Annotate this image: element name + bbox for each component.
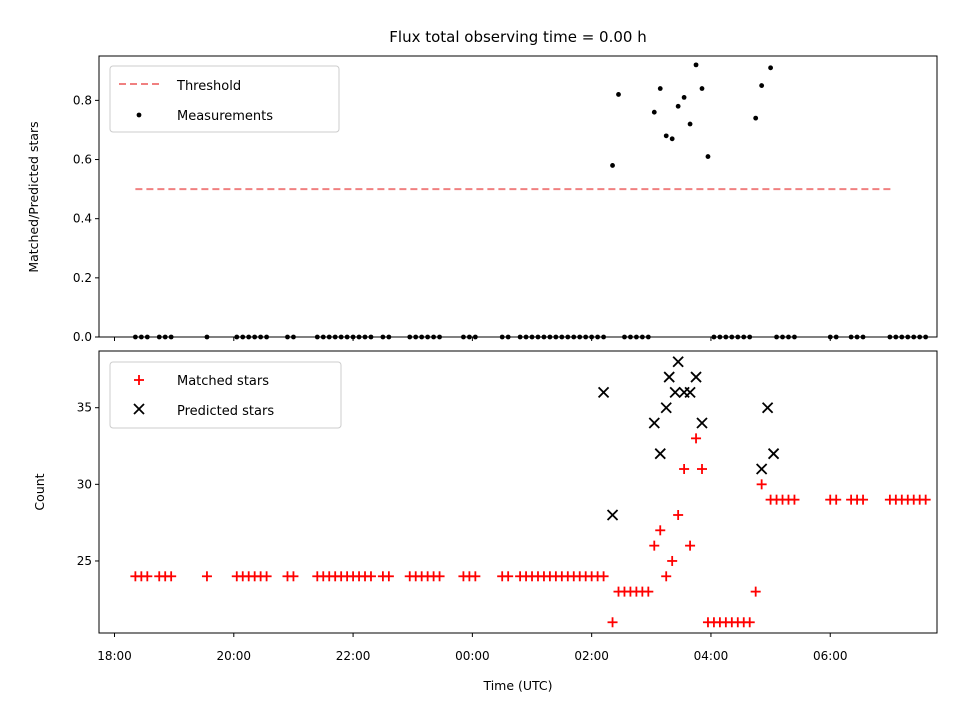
top-axes-frame bbox=[98, 55, 938, 338]
bottom-y-axis-label: Count bbox=[32, 473, 47, 510]
predicted-star-point bbox=[690, 371, 702, 383]
measurement-point bbox=[675, 103, 681, 109]
matched-star-point bbox=[365, 571, 376, 582]
bottom-legend-box bbox=[109, 361, 342, 429]
matched-star-point bbox=[831, 494, 842, 505]
bottom-y-tick-label: 30 bbox=[77, 477, 92, 491]
measurements-legend-label: Measurements bbox=[177, 109, 273, 124]
top-y-tick-label: 0.4 bbox=[73, 212, 92, 226]
bottom-x-tick-label: 04:00 bbox=[694, 649, 729, 663]
matched-star-point bbox=[655, 525, 666, 536]
predicted-star-point bbox=[648, 417, 660, 429]
measurement-point bbox=[657, 86, 663, 91]
matched-star-point bbox=[744, 617, 755, 628]
top-y-tick-label: 0.0 bbox=[73, 330, 92, 344]
matched-star-point bbox=[142, 571, 153, 582]
matched-star-point bbox=[649, 540, 660, 551]
measurement-point bbox=[768, 65, 773, 71]
bottom-panel: Count Time (UTC) 25 30 35 18:00 20:00 22:00 00… bbox=[32, 350, 938, 693]
matched-star-point bbox=[598, 571, 609, 582]
matched-legend-marker bbox=[134, 375, 144, 385]
predicted-legend-label: Predicted stars bbox=[177, 404, 274, 419]
measurement-point bbox=[663, 133, 669, 139]
top-y-tick-label: 0.2 bbox=[73, 271, 92, 285]
predicted-star-point bbox=[767, 448, 780, 460]
bottom-x-tick-label: 00:00 bbox=[455, 649, 490, 663]
predicted-legend-marker bbox=[133, 403, 145, 415]
matched-star-point bbox=[667, 555, 678, 566]
matched-star-point bbox=[661, 571, 672, 582]
top-legend-box bbox=[109, 65, 340, 133]
matched-star-point bbox=[383, 571, 394, 582]
matched-star-point bbox=[607, 617, 618, 628]
matched-star-point bbox=[756, 479, 767, 490]
matched-star-point bbox=[470, 571, 481, 582]
predicted-star-point bbox=[696, 417, 708, 429]
measurement-point bbox=[753, 115, 759, 121]
bottom-x-tick-label: 18:00 bbox=[97, 649, 132, 663]
measurement-point bbox=[681, 95, 687, 100]
matched-star-point bbox=[643, 586, 654, 597]
x-axis-label: Time (UTC) bbox=[482, 678, 552, 693]
matched-star-point bbox=[434, 571, 445, 582]
matched-star-point bbox=[166, 571, 177, 582]
measurement-point bbox=[687, 121, 693, 127]
top-y-tick-label: 0.8 bbox=[73, 93, 92, 107]
measurement-point bbox=[699, 86, 705, 91]
bottom-plot-area: 25 30 35 18:00 20:00 22:00 00:00 02:00 04:00 06:0… bbox=[77, 356, 931, 663]
matched-star-point bbox=[750, 586, 761, 597]
measurement-point bbox=[759, 83, 765, 88]
measurement-point bbox=[651, 109, 657, 115]
matched-star-point bbox=[789, 494, 800, 505]
predicted-star-point bbox=[663, 371, 675, 383]
measurement-point bbox=[616, 92, 621, 97]
predicted-star-point bbox=[684, 386, 696, 399]
matched-star-point bbox=[261, 571, 272, 582]
bottom-x-tick-label: 02:00 bbox=[574, 649, 609, 663]
measurement-point bbox=[693, 62, 699, 68]
bottom-y-tick-label: 35 bbox=[77, 401, 92, 415]
matched-star-point bbox=[685, 540, 696, 551]
top-y-axis-label: Matched/Predicted stars bbox=[26, 121, 41, 272]
predicted-star-point bbox=[672, 356, 684, 368]
top-chart-title: Flux total observing time = 0.00 h bbox=[389, 28, 646, 46]
matched-star-point bbox=[697, 464, 708, 475]
predicted-star-point bbox=[654, 448, 666, 460]
matched-star-point bbox=[679, 464, 690, 475]
measurement-point bbox=[705, 154, 711, 159]
matched-star-point bbox=[201, 571, 212, 582]
predicted-star-point bbox=[597, 386, 610, 399]
bottom-x-tick-label: 06:00 bbox=[813, 649, 848, 663]
matched-star-point bbox=[288, 571, 299, 582]
predicted-star-point bbox=[669, 386, 681, 399]
bottom-legend: Matched stars Predicted stars bbox=[109, 361, 342, 429]
matched-star-point bbox=[920, 494, 931, 505]
matched-legend-label: Matched stars bbox=[177, 374, 269, 389]
top-legend: Threshold Measurements bbox=[109, 65, 340, 133]
measurement-point bbox=[610, 163, 615, 168]
matched-star-point bbox=[673, 509, 684, 520]
predicted-star-point bbox=[606, 509, 619, 521]
top-panel: Flux total observing time = 0.00 h Match… bbox=[26, 28, 938, 344]
bottom-x-tick-label: 20:00 bbox=[216, 649, 251, 663]
threshold-legend-label: Threshold bbox=[176, 79, 241, 94]
predicted-star-point bbox=[660, 402, 672, 414]
measurements-legend-marker bbox=[136, 112, 142, 118]
matched-star-point bbox=[503, 571, 514, 582]
matched-star-point bbox=[858, 494, 869, 505]
predicted-star-point bbox=[761, 402, 774, 414]
matched-star-point bbox=[691, 433, 702, 444]
top-y-tick-label: 0.6 bbox=[73, 153, 92, 167]
measurement-point bbox=[669, 136, 675, 142]
bottom-y-tick-label: 25 bbox=[77, 554, 92, 568]
predicted-star-point bbox=[756, 463, 768, 475]
bottom-axes-frame bbox=[98, 350, 938, 634]
bottom-x-tick-label: 22:00 bbox=[336, 649, 371, 663]
